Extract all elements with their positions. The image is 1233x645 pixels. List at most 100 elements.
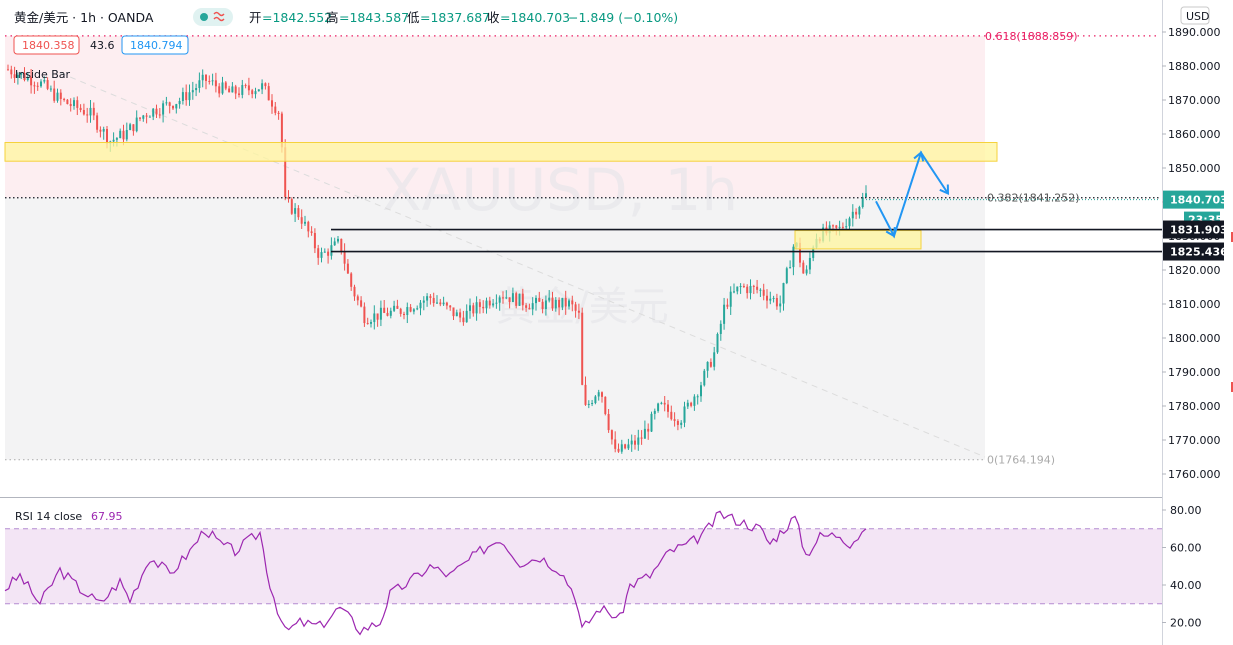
candle — [594, 395, 597, 405]
candle — [538, 291, 541, 302]
candle-body — [162, 103, 165, 115]
rsi-tick-label: 20.00 — [1170, 617, 1202, 630]
indicator-toggle[interactable] — [193, 8, 233, 26]
candle-body — [604, 396, 607, 415]
buy-button[interactable] — [121, 35, 189, 55]
candle — [637, 429, 640, 451]
candle-body — [247, 85, 250, 91]
candle — [145, 112, 148, 124]
sell-button[interactable] — [13, 35, 80, 55]
price-tick-label: 1790.000 — [1168, 366, 1221, 379]
candle — [604, 396, 607, 416]
candle — [198, 72, 201, 93]
candle-body — [630, 440, 633, 445]
candle-body — [313, 232, 316, 249]
candle-body — [353, 286, 356, 297]
candle — [848, 216, 851, 230]
candle-body — [257, 89, 260, 92]
candle-body — [739, 286, 742, 288]
candle — [544, 295, 547, 316]
candle — [706, 361, 709, 378]
candle — [568, 298, 570, 310]
candle-body — [624, 444, 627, 449]
candle — [82, 103, 85, 116]
candle — [40, 79, 42, 88]
candle-body — [525, 305, 528, 308]
resistance-zone — [4, 142, 998, 162]
candle-body — [709, 361, 712, 367]
candle-body — [792, 246, 795, 268]
candle — [79, 104, 82, 113]
candle — [10, 65, 13, 79]
candle — [158, 108, 161, 119]
fib-618-label: 0.618(1888.859) — [985, 30, 1078, 43]
candle — [488, 296, 491, 309]
candle — [386, 307, 389, 317]
candle — [782, 282, 785, 311]
candle-body — [541, 301, 544, 310]
candle — [389, 307, 392, 319]
candle — [614, 431, 617, 453]
candle-body — [508, 297, 511, 303]
candle-body — [261, 83, 264, 90]
candle-body — [676, 420, 679, 425]
candle-body — [10, 69, 13, 75]
candle — [779, 295, 782, 313]
candle-body — [297, 208, 300, 218]
candle-body — [673, 419, 676, 421]
level-tag — [1163, 242, 1224, 261]
candle-body — [155, 108, 158, 115]
price-tick-label: 1880.000 — [1168, 60, 1221, 73]
candle — [317, 244, 320, 265]
candle-body — [23, 72, 26, 81]
candle — [752, 284, 755, 295]
candle — [700, 381, 702, 402]
edge-marker — [1231, 382, 1233, 392]
candle — [313, 228, 316, 254]
candle-body — [667, 404, 669, 412]
candle-body — [284, 147, 287, 197]
currency-button[interactable] — [1180, 6, 1210, 25]
rsi-value: 67.95 — [91, 510, 123, 523]
candle-body — [330, 245, 333, 256]
candle-body — [485, 300, 488, 309]
candle-body — [13, 74, 16, 78]
candle — [33, 81, 36, 94]
candle-body — [320, 252, 323, 258]
candle — [624, 443, 627, 450]
candle — [792, 244, 795, 276]
candle-body — [643, 428, 646, 439]
candle-body — [511, 293, 514, 303]
candle — [670, 405, 673, 421]
candle-body — [478, 302, 481, 307]
candle — [23, 67, 26, 82]
edge-marker — [1231, 232, 1233, 242]
candle — [709, 358, 712, 368]
wave-icon — [213, 11, 225, 22]
candle — [851, 204, 854, 227]
candle-body — [716, 333, 719, 353]
candle-body — [587, 403, 590, 405]
candle — [736, 286, 739, 295]
candle-body — [683, 406, 686, 423]
candle-body — [455, 312, 458, 317]
price-tick-label: 1870.000 — [1168, 94, 1221, 107]
candle-body — [713, 352, 716, 367]
candle-body — [181, 92, 184, 101]
candle-body — [287, 196, 290, 200]
candle — [855, 208, 858, 220]
candle-body — [584, 384, 587, 405]
candle-body — [294, 208, 297, 214]
candle-body — [772, 297, 775, 299]
candle-body — [178, 100, 181, 105]
candle-body — [327, 251, 330, 256]
candle — [445, 301, 448, 310]
open-value: =1842.552 — [262, 10, 332, 25]
candle-body — [617, 448, 620, 452]
candle — [13, 66, 16, 83]
watermark: XAUUSD, 1h 黄金/美元 — [382, 156, 738, 330]
candle-body — [238, 93, 240, 95]
candle-body — [317, 248, 320, 258]
candle-body — [733, 291, 735, 293]
